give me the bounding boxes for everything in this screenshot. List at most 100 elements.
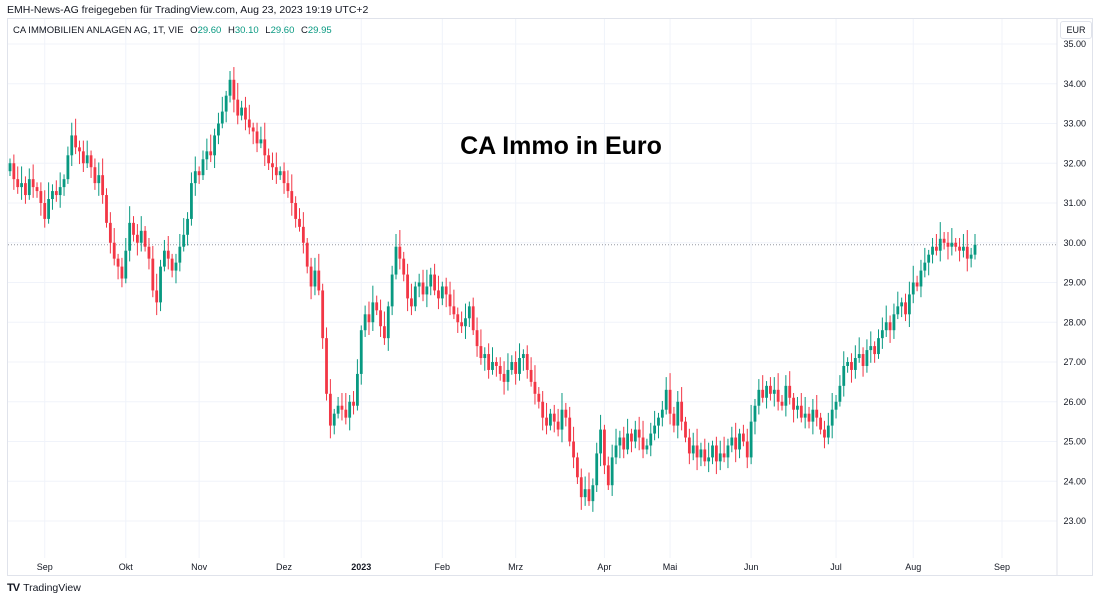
candle-body bbox=[359, 330, 363, 374]
candle-body bbox=[714, 445, 718, 462]
candle bbox=[703, 438, 707, 467]
candle-body bbox=[730, 437, 734, 446]
open-label: O bbox=[190, 25, 198, 36]
candle bbox=[274, 152, 278, 184]
candle bbox=[769, 377, 772, 401]
candle bbox=[47, 182, 50, 224]
candle-body bbox=[603, 429, 606, 466]
candle-body bbox=[174, 262, 178, 271]
candle-body bbox=[610, 457, 614, 486]
candle bbox=[340, 393, 344, 421]
currency-button[interactable]: EUR bbox=[1060, 21, 1092, 39]
candle-body bbox=[633, 429, 637, 442]
candle-body bbox=[537, 393, 541, 402]
candle-body bbox=[66, 155, 70, 180]
candle-body bbox=[97, 175, 101, 184]
candle-body bbox=[263, 139, 267, 156]
candle-body bbox=[807, 413, 811, 422]
candle-body bbox=[375, 302, 379, 311]
candle bbox=[788, 371, 792, 405]
candle-body bbox=[718, 453, 722, 462]
attribution-text: EMH-News-AG freigegeben für TradingView.… bbox=[7, 4, 369, 16]
candle-body bbox=[205, 151, 209, 160]
candle bbox=[962, 234, 965, 258]
candle-body bbox=[572, 441, 575, 458]
symbol-legend: CA IMMOBILIEN ANLAGEN AG, 1T, VIE O29.60… bbox=[13, 25, 336, 36]
tradingview-logo-icon[interactable]: TV bbox=[7, 582, 20, 594]
y-tick-label: 24.00 bbox=[1063, 476, 1086, 486]
candle bbox=[556, 408, 560, 437]
candle bbox=[178, 234, 182, 272]
candle-body bbox=[70, 135, 74, 156]
candle-body bbox=[58, 187, 62, 196]
candle bbox=[433, 263, 436, 296]
candle-body bbox=[471, 306, 475, 331]
candle bbox=[398, 230, 402, 270]
candle-body bbox=[452, 306, 456, 315]
symbol-name[interactable]: CA IMMOBILIEN ANLAGEN AG, 1T, VIE bbox=[13, 25, 184, 36]
candle-body bbox=[927, 254, 931, 263]
candle-body bbox=[606, 465, 610, 486]
candle-body bbox=[568, 417, 572, 442]
candle bbox=[197, 166, 201, 184]
candle-body bbox=[668, 389, 672, 414]
candle-body bbox=[294, 203, 298, 219]
candle bbox=[247, 104, 251, 135]
candle-body bbox=[271, 163, 274, 168]
candle bbox=[649, 422, 653, 457]
candle bbox=[641, 420, 645, 459]
candle bbox=[456, 307, 460, 333]
candle-body bbox=[950, 242, 954, 247]
candle-body bbox=[969, 254, 973, 259]
candle bbox=[16, 166, 20, 194]
candle bbox=[919, 259, 923, 298]
candle bbox=[255, 122, 259, 153]
candle-body bbox=[332, 413, 336, 426]
candle-body bbox=[259, 139, 263, 144]
candle-body bbox=[383, 326, 386, 339]
candle-body bbox=[290, 191, 294, 203]
candle-body bbox=[27, 179, 31, 196]
candle bbox=[228, 71, 232, 103]
candle-body bbox=[707, 457, 711, 462]
candle bbox=[880, 317, 884, 349]
candle bbox=[483, 347, 487, 371]
candle-body bbox=[498, 365, 502, 374]
candle-body bbox=[772, 389, 776, 394]
candle-body bbox=[421, 282, 425, 295]
candle-body bbox=[16, 179, 20, 188]
candle-body bbox=[680, 401, 684, 422]
candle-body bbox=[579, 477, 583, 498]
candle bbox=[336, 396, 340, 419]
brand-label[interactable]: TradingView bbox=[23, 582, 81, 594]
candle-body bbox=[475, 330, 479, 347]
candle-body bbox=[946, 242, 950, 247]
candle bbox=[525, 345, 529, 379]
candle bbox=[460, 311, 464, 333]
candle bbox=[70, 122, 74, 167]
candle-body bbox=[510, 362, 514, 370]
candle bbox=[186, 212, 189, 246]
candle-body bbox=[190, 183, 193, 219]
candle-body bbox=[244, 107, 247, 120]
candle bbox=[321, 283, 325, 349]
candle bbox=[101, 158, 105, 204]
candle bbox=[205, 138, 209, 171]
candle bbox=[410, 283, 413, 316]
candle bbox=[217, 112, 220, 145]
candle-body bbox=[460, 322, 464, 327]
candle bbox=[892, 303, 896, 339]
candle bbox=[529, 357, 533, 387]
candle bbox=[691, 432, 695, 461]
close-label: C bbox=[301, 25, 308, 36]
candle-body bbox=[317, 270, 321, 291]
candle-body bbox=[823, 429, 826, 438]
candle bbox=[946, 232, 950, 260]
candle-body bbox=[556, 421, 560, 430]
candle bbox=[313, 257, 317, 296]
candle bbox=[842, 351, 846, 397]
candle-body bbox=[742, 433, 745, 442]
x-tick-label: Feb bbox=[435, 562, 451, 572]
candle-body bbox=[552, 413, 556, 422]
